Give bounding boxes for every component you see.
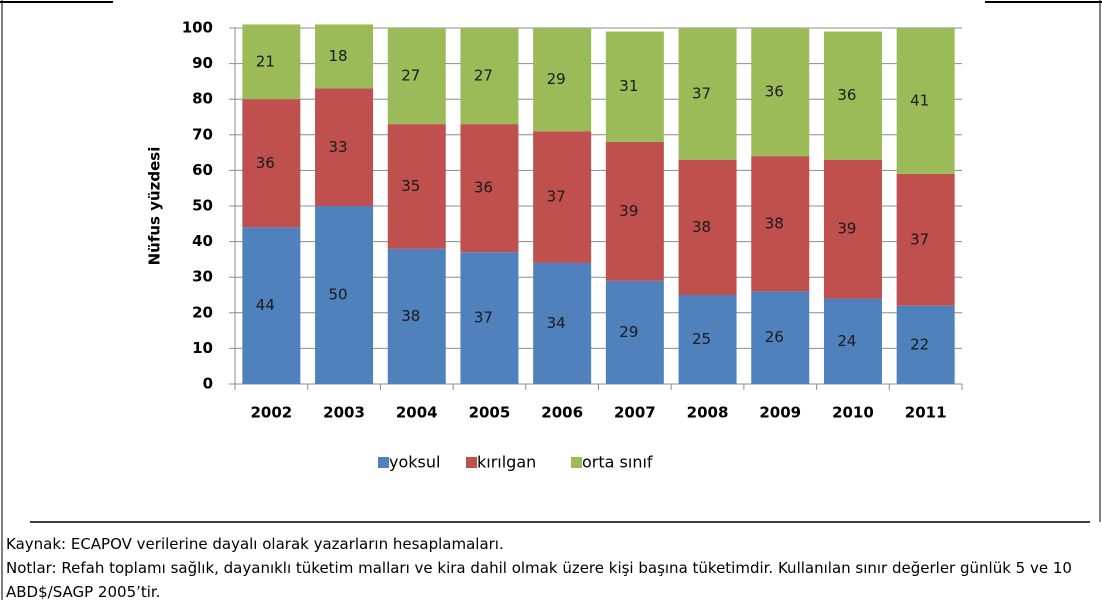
y-axis-title: Nüfus yüzdesi: [146, 147, 164, 266]
value-label: 27: [474, 67, 493, 85]
x-tick-label: 2007: [614, 404, 656, 422]
value-label: 31: [619, 77, 638, 95]
y-tick-label: 50: [192, 197, 213, 215]
bar-segment: [823, 31, 882, 160]
value-label: 36: [256, 154, 275, 172]
value-label: 39: [619, 202, 638, 220]
value-label: 36: [765, 83, 784, 101]
y-tick-label: 20: [192, 303, 213, 321]
bar-segment: [387, 28, 446, 125]
legend-label: orta sınıf: [582, 453, 653, 472]
y-tick-label: 40: [192, 232, 213, 250]
bar-segment: [896, 305, 955, 384]
y-tick-label: 80: [192, 90, 213, 108]
y-tick-label: 60: [192, 161, 213, 179]
value-label: 35: [401, 177, 420, 195]
value-label: 22: [910, 335, 929, 353]
bar-segment: [460, 252, 519, 384]
y-tick-label: 100: [182, 19, 213, 37]
y-tick-label: 70: [192, 125, 213, 143]
bar-segment: [315, 24, 374, 89]
bar-segment: [678, 28, 737, 160]
value-label: 21: [256, 52, 275, 70]
bar-segment: [533, 262, 592, 384]
value-label: 33: [329, 138, 348, 156]
bar-segment: [823, 159, 882, 299]
value-label: 50: [329, 286, 348, 304]
value-label: 36: [474, 179, 493, 197]
bar-segment: [533, 131, 592, 263]
x-tick-label: 2004: [396, 404, 438, 422]
value-label: 37: [474, 309, 493, 327]
bar-segment: [605, 280, 664, 384]
bar-segment: [605, 141, 664, 281]
x-tick-label: 2006: [541, 404, 583, 422]
value-label: 39: [837, 220, 856, 238]
bar-segment: [678, 295, 737, 384]
value-label: 38: [692, 218, 711, 236]
bar-segment: [533, 28, 592, 132]
value-label: 36: [837, 86, 856, 104]
x-tick-label: 2009: [759, 404, 801, 422]
bar-segment: [460, 28, 519, 125]
bar-segment: [242, 24, 301, 100]
value-label: 44: [256, 296, 275, 314]
bar-segment: [751, 156, 810, 292]
value-label: 24: [837, 332, 856, 350]
value-label: 38: [401, 307, 420, 325]
bar-segment: [242, 99, 301, 228]
value-label: 41: [910, 91, 929, 109]
bar-segment: [751, 291, 810, 384]
value-label: 25: [692, 330, 711, 348]
x-tick-label: 2010: [832, 404, 874, 422]
source: Kaynak: ECAPOV verilerine dayalı olarak …: [6, 535, 504, 553]
value-label: 29: [547, 70, 566, 88]
bar-segment: [387, 248, 446, 384]
value-label: 37: [692, 84, 711, 102]
value-label: 34: [547, 314, 566, 332]
bar-segment: [823, 298, 882, 384]
bar-segment: [315, 88, 374, 206]
legend-label: yoksul: [389, 453, 440, 472]
value-label: 26: [765, 328, 784, 346]
note: Notlar: Refah toplamı sağlık, dayanıklı …: [6, 559, 1072, 601]
value-label: 27: [401, 67, 420, 85]
legend-swatch: [571, 457, 582, 468]
bar-segment: [460, 124, 519, 253]
legend-swatch: [466, 457, 477, 468]
y-tick-label: 0: [203, 375, 213, 393]
legend-label: kırılgan: [477, 453, 536, 472]
bar-segment: [896, 28, 955, 174]
value-label: 37: [910, 230, 929, 248]
value-label: 29: [619, 323, 638, 341]
legend-swatch: [378, 457, 389, 468]
bar-segment: [387, 124, 446, 249]
bar-segment: [896, 173, 955, 306]
value-label: 18: [329, 47, 348, 65]
y-tick-label: 30: [192, 268, 213, 286]
x-tick-label: 2003: [323, 404, 365, 422]
value-label: 38: [765, 214, 784, 232]
y-tick-label: 90: [192, 54, 213, 72]
bar-segment: [751, 28, 810, 157]
y-tick-label: 10: [192, 339, 213, 357]
x-tick-label: 2005: [469, 404, 511, 422]
x-tick-label: 2011: [905, 404, 947, 422]
bar-segment: [678, 159, 737, 295]
notes: Kaynak: ECAPOV verilerine dayalı olarak …: [6, 532, 1100, 604]
value-label: 37: [547, 188, 566, 206]
x-tick-label: 2002: [250, 404, 292, 422]
bar-segment: [242, 227, 301, 384]
bar-segment: [315, 206, 374, 384]
x-tick-label: 2008: [687, 404, 729, 422]
bar-segment: [605, 31, 664, 142]
